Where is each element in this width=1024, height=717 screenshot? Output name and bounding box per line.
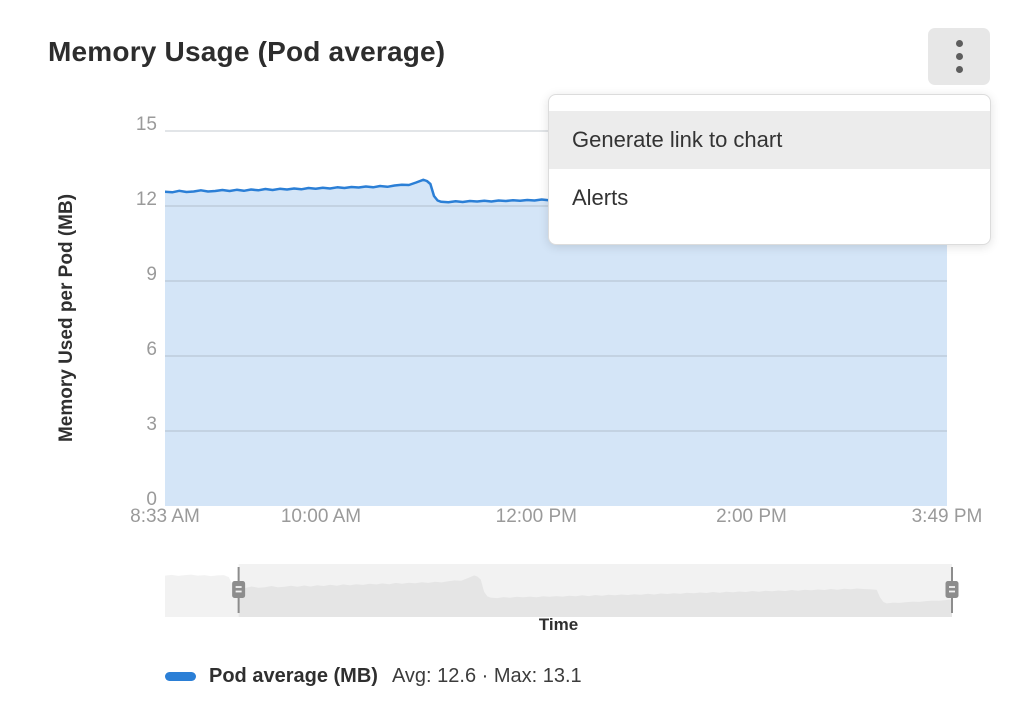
kebab-icon	[955, 53, 963, 60]
page-title: Memory Usage (Pod average)	[48, 36, 446, 67]
x-tick-label: 8:33 AM	[130, 506, 200, 527]
x-tick-label: 2:00 PM	[716, 506, 787, 527]
series-area-fill	[165, 179, 947, 506]
navigator-silhouette	[165, 574, 952, 617]
chart-options-menu: Generate link to chart Alerts	[548, 94, 991, 245]
chart-options-button[interactable]	[928, 28, 990, 85]
navigator-selection[interactable]	[238, 564, 952, 617]
x-tick-label: 12:00 PM	[495, 506, 577, 527]
kebab-icon	[955, 66, 963, 73]
navigator-handle-right[interactable]	[945, 581, 959, 598]
legend-stats: Avg: 12.6 · Max: 13.1	[391, 665, 582, 687]
y-axis-title: Memory Used per Pod (MB)	[56, 193, 77, 443]
menu-item-generate-link[interactable]: Generate link to chart	[549, 111, 990, 169]
x-tick-label: 3:49 PM	[911, 506, 983, 527]
x-axis-title: Time	[538, 615, 579, 634]
legend-swatch	[165, 672, 196, 681]
menu-item-alerts[interactable]: Alerts	[572, 185, 629, 210]
legend-label: Pod average (MB)	[209, 665, 378, 687]
x-tick-label: 10:00 AM	[280, 506, 362, 527]
y-tick-label: 15	[135, 114, 157, 135]
y-tick-label: 3	[146, 414, 157, 435]
y-tick-label: 9	[146, 264, 157, 285]
navigator-handle-left[interactable]	[232, 581, 246, 598]
kebab-icon	[955, 40, 963, 47]
y-tick-label: 12	[135, 189, 157, 210]
y-tick-label: 6	[146, 339, 157, 360]
x-axis-tick-labels: 8:33 AM 10:00 AM 12:00 PM 2:00 PM 3:49 PM	[130, 506, 982, 530]
y-tick-label: 0	[146, 489, 157, 510]
legend-item[interactable]: Pod average (MB) Avg: 12.6 · Max: 13.1	[165, 665, 582, 688]
time-range-navigator[interactable]	[165, 560, 959, 618]
